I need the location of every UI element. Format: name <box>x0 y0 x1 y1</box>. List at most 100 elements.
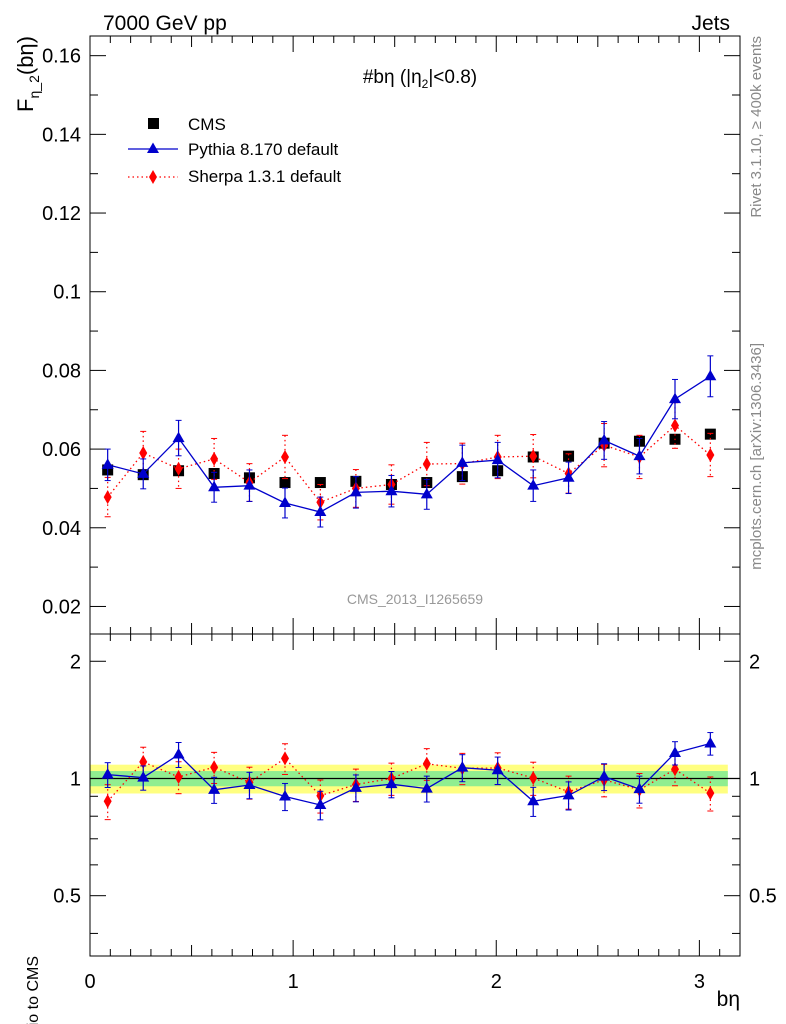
x-tick-label: 1 <box>288 971 299 993</box>
legend: CMS Pythia 8.170 default Sherpa 1.3.1 de… <box>128 115 341 186</box>
ratio-sherpa-point <box>671 762 679 777</box>
sherpa-point <box>281 449 289 464</box>
y-tick-label: 0.04 <box>42 518 81 540</box>
sherpa-point <box>103 490 112 505</box>
legend-marker-pythia <box>147 142 159 153</box>
legend-entry-sherpa: Sherpa 1.3.1 default <box>128 167 341 186</box>
y-tick-label: 0.12 <box>42 203 81 225</box>
pythia-point <box>669 392 681 404</box>
ratio-pythia-point <box>385 777 398 789</box>
ratio-sherpa-point <box>210 760 219 775</box>
ratio-panel-ylabel: Ratio to CMS <box>25 956 42 1024</box>
ylabel-end: (bη) <box>13 36 38 75</box>
ratio-y-tick-label: 0.5 <box>53 886 81 908</box>
legend-marker-sherpa <box>149 170 157 184</box>
sherpa-point <box>174 461 183 476</box>
pythia-point <box>349 485 362 497</box>
ratio-sherpa-point <box>422 756 431 771</box>
ratio-pythia-point <box>420 782 433 793</box>
pythia-point <box>633 449 646 461</box>
ratio-pythia-point <box>598 770 611 781</box>
ratio-sherpa-point <box>139 754 148 769</box>
ratio-pythia-point <box>314 798 327 809</box>
pythia-point <box>314 505 327 517</box>
sherpa-point <box>671 418 679 433</box>
sherpa-point <box>706 447 715 462</box>
y-tick-label: 0.08 <box>42 360 81 382</box>
ratio-pythia-point <box>633 782 646 794</box>
ratio-pythia-point <box>562 788 575 800</box>
y-tick-label: 0.06 <box>42 439 81 461</box>
analysis-watermark: CMS_2013_I1265659 <box>347 591 483 607</box>
pythia-point <box>137 467 150 478</box>
cms-point <box>563 450 575 462</box>
main-panel: 0.02 0.04 0.06 0.08 0.1 0.12 0.14 0.16 #bη (|η2… <box>13 35 741 635</box>
pythia-point <box>172 431 185 443</box>
pythia-point <box>527 479 540 490</box>
sherpa-point <box>139 446 148 461</box>
y-tick-label: 0.16 <box>42 46 81 68</box>
sherpa-line <box>107 424 711 503</box>
pythia-point <box>491 453 504 465</box>
y-tick-label: 0.1 <box>53 282 81 304</box>
legend-entry-pythia: Pythia 8.170 default <box>128 140 339 159</box>
ratio-sherpa-point <box>529 770 538 785</box>
ratio-pythia-point <box>669 746 681 757</box>
sherpa-point <box>422 457 431 472</box>
ratio-pythia-point <box>456 761 469 772</box>
pythia-point <box>208 480 221 492</box>
ratio-y-tick-label: 1 <box>70 768 81 790</box>
ratio-panel-ticks: 0.5 0.5 1 1 2 2 0 1 2 3 <box>53 634 777 993</box>
x-tick-label: 3 <box>694 971 705 993</box>
ratio-y-tick-label-right: 1 <box>749 768 760 790</box>
ylabel-main: F <box>13 98 38 111</box>
pythia-point <box>385 484 398 496</box>
sherpa-point <box>210 451 219 466</box>
ratio-panel: 0.5 0.5 1 1 2 2 0 1 2 3 Ratio to CMS bη <box>25 633 777 1024</box>
x-tick-label: 2 <box>491 971 502 993</box>
ratio-pythia-point <box>137 771 150 782</box>
ratio-y-tick-label-right: 0.5 <box>749 886 777 908</box>
legend-marker-cms <box>148 118 159 129</box>
legend-label-sherpa: Sherpa 1.3.1 default <box>188 167 341 186</box>
ratio-pythia-line <box>107 742 711 806</box>
ratio-pythia-point <box>279 789 291 801</box>
ratio-sherpa-point <box>706 786 715 801</box>
ratio-pythia-point <box>491 763 504 775</box>
header-right: Jets <box>691 12 730 35</box>
pythia-point <box>279 496 291 507</box>
main-panel-ticks: 0.02 0.04 0.06 0.08 0.1 0.12 0.14 0.16 <box>42 36 741 634</box>
y-tick-label: 0.14 <box>42 124 81 146</box>
sherpa-point <box>529 449 538 464</box>
legend-label-pythia: Pythia 8.170 default <box>188 140 339 159</box>
legend-entry-cms: CMS <box>148 115 226 134</box>
pythia-line <box>107 375 711 513</box>
rivet-label: Rivet 3.1.10, ≥ 400k events <box>748 36 765 218</box>
main-panel-title: #bη (|η2|<0.8) <box>363 67 477 91</box>
ratio-y-tick-label: 2 <box>70 651 81 673</box>
title-sub: 2 <box>422 77 429 91</box>
ratio-pythia-point <box>172 748 185 759</box>
ratio-pythia-point <box>527 794 540 806</box>
header-left: 7000 GeV pp <box>103 12 227 35</box>
ratio-pythia-point <box>243 778 256 790</box>
cms-point <box>314 477 326 489</box>
main-panel-ylabel: Fη_2(bη) <box>13 36 42 112</box>
ratio-panel-data <box>101 732 717 821</box>
ratio-sherpa-point <box>281 751 289 766</box>
cms-point <box>279 477 291 489</box>
pythia-point <box>243 479 256 490</box>
ratio-sherpa-point <box>103 794 112 809</box>
mcplots-label: mcplots.cern.ch [arXiv:1306.3436] <box>748 343 765 570</box>
pythia-point <box>704 369 717 381</box>
ratio-pythia-point <box>101 768 114 779</box>
legend-label-cms: CMS <box>188 115 226 134</box>
ratio-y-tick-label-right: 2 <box>749 651 760 673</box>
pythia-point <box>101 458 114 469</box>
main-panel-data <box>101 355 717 528</box>
pythia-point <box>420 487 433 499</box>
ratio-panel-frame <box>89 633 741 957</box>
ratio-sherpa-point <box>174 769 183 784</box>
x-axis-label: bη <box>717 988 740 1011</box>
